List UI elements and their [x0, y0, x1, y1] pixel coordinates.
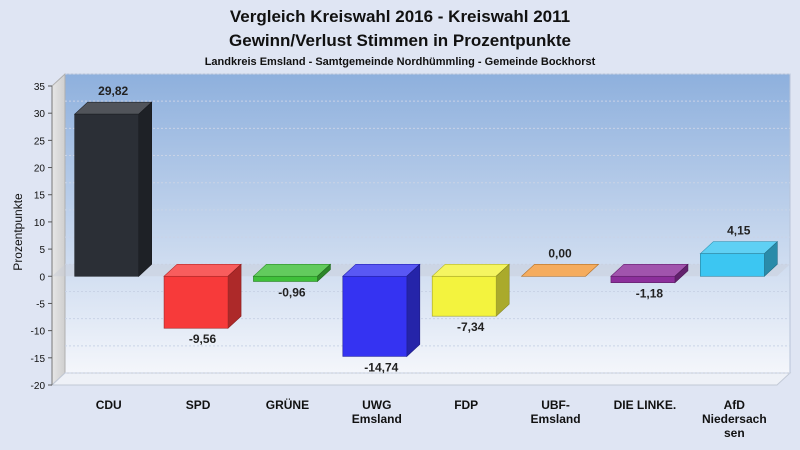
bar-front-face: [610, 275, 676, 283]
y-tick-label: -20: [31, 381, 46, 392]
bar-value-label: -14,74: [364, 360, 398, 374]
bar-side-face: [406, 263, 421, 358]
bars: 29,82 -9,56 -0,96 -14,74 -7,34 0,00 -1,18 4,15: [73, 84, 779, 374]
y-tick-label: -10: [31, 327, 46, 338]
bar-top-face: [163, 263, 242, 277]
y-tick-label: 25: [34, 136, 46, 147]
y-tick-label: -5: [36, 299, 45, 310]
bar-4: [431, 263, 510, 317]
x-tick-label: UWG: [362, 398, 391, 412]
chart-caption: Landkreis Emsland - Samtgemeinde Nordhüm…: [205, 56, 596, 68]
bar-front-face: [74, 113, 139, 277]
x-tick-label: Niedersach: [702, 412, 767, 426]
y-axis: 35 30 25 20 15 10 5 0 -5 -10 -15 -20: [31, 82, 53, 392]
bar-value-label: 29,82: [98, 84, 128, 98]
y-tick-label: 20: [34, 164, 46, 175]
y-tick-label: 35: [34, 82, 46, 93]
bar-top-face: [699, 241, 779, 255]
y-tick-label: -15: [31, 354, 46, 365]
bar-side-face: [138, 101, 152, 277]
x-tick-label: DIE LINKE.: [614, 398, 677, 412]
x-tick-label: GRÜNE: [266, 397, 309, 412]
x-tick-label: AfD: [724, 398, 746, 412]
bar-3: [342, 263, 421, 358]
plot-area: [50, 72, 792, 387]
x-tick-label: FDP: [454, 398, 478, 412]
x-tick-label: UBF-: [541, 398, 570, 412]
y-axis-label: Prozentpunkte: [11, 193, 25, 271]
bar-value-label: -0,96: [278, 285, 306, 299]
bar-top-face: [252, 263, 332, 277]
bar-2: [252, 263, 332, 283]
bar-value-label: -1,18: [636, 287, 664, 301]
bar-top-face: [520, 263, 600, 277]
bar-top-face: [431, 263, 510, 277]
bar-front-face: [700, 253, 765, 277]
bar-front-face: [163, 275, 229, 329]
bar-7: [699, 241, 779, 277]
x-tick-label: CDU: [96, 398, 122, 412]
bar-front-face: [253, 275, 318, 282]
bar-0: [73, 101, 153, 277]
bar-top-face: [73, 101, 153, 115]
x-tick-label: SPD: [186, 398, 211, 412]
bar-top-face: [610, 263, 689, 277]
bar-top-face: [342, 263, 421, 277]
bar-value-label: -7,34: [457, 320, 485, 334]
bar-1: [163, 263, 242, 329]
y-tick-label: 0: [39, 272, 45, 283]
x-tick-label: Emsland: [531, 412, 581, 426]
bar-value-label: 0,00: [548, 246, 572, 260]
bar-6: [610, 263, 689, 284]
x-tick-label: sen: [724, 426, 745, 440]
y-tick-label: 10: [34, 218, 46, 229]
x-tick-label: Emsland: [352, 412, 402, 426]
plot-side-wall: [51, 72, 66, 387]
y-tick-label: 15: [34, 191, 46, 202]
y-tick-label: 30: [34, 109, 46, 120]
bar-front-face: [431, 275, 497, 317]
bar-value-label: -9,56: [189, 332, 217, 346]
bar-5: [520, 263, 600, 277]
y-tick-label: 5: [39, 245, 45, 256]
bar-front-face: [342, 275, 408, 357]
chart-subtitle: Gewinn/Verlust Stimmen in Prozentpunkte: [229, 31, 571, 50]
plot-floor: [50, 372, 792, 386]
chart-title: Vergleich Kreiswahl 2016 - Kreiswahl 201…: [230, 7, 570, 26]
bar-value-label: 4,15: [727, 224, 751, 238]
